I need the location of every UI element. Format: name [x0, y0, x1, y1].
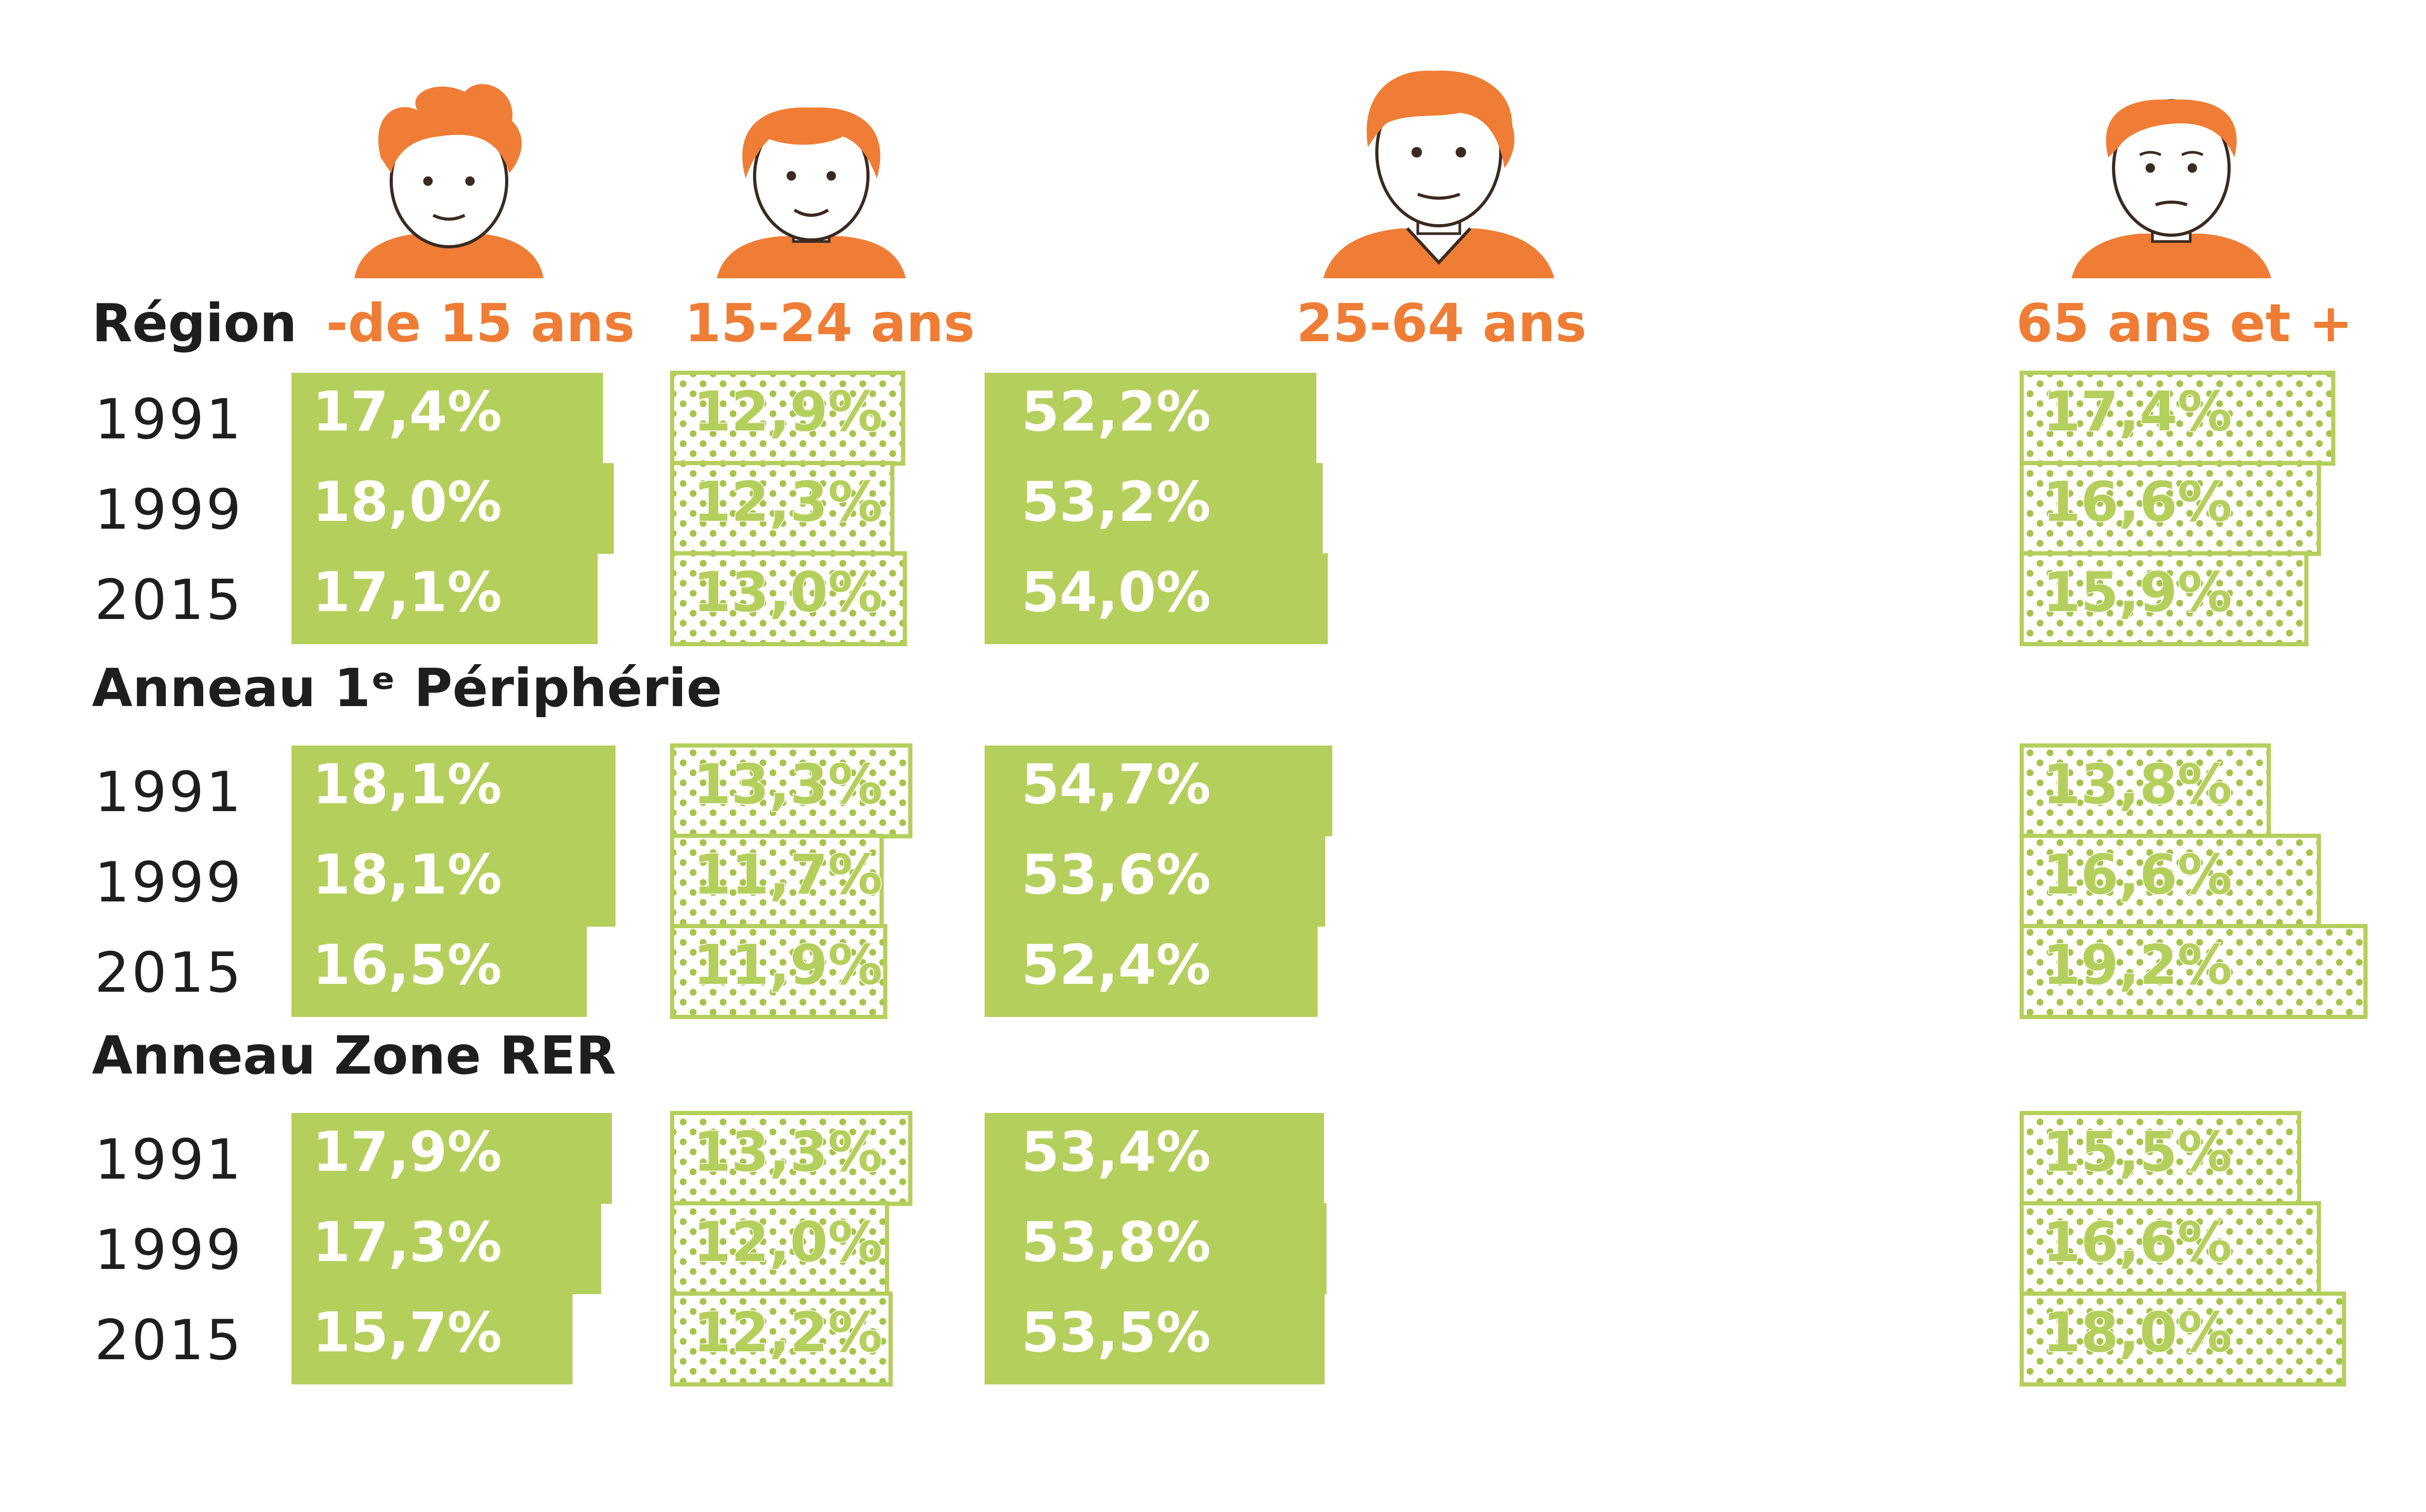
bar-0-1-0 — [291, 463, 614, 554]
year-label: 2015 — [95, 1308, 243, 1372]
bar-value-label: 12,0% — [693, 1210, 883, 1274]
bar-value-label: 12,3% — [693, 470, 883, 534]
group-title: Anneau Zone RER — [92, 1025, 616, 1086]
bar-value-label: 15,7% — [312, 1300, 502, 1364]
bar-value-label: 17,4% — [2043, 380, 2232, 444]
group-title: Région — [92, 292, 297, 354]
bar-0-2-2 — [985, 553, 1328, 644]
bar-1-0-0 — [291, 746, 616, 836]
bar-0-1-2 — [985, 463, 1323, 554]
bar-1-1-3 — [2020, 834, 2322, 929]
year-label: 2015 — [95, 941, 243, 1005]
category-label: 15-24 ans — [685, 292, 975, 354]
bar-value-label: 53,5% — [1021, 1300, 1211, 1364]
year-label: 1999 — [95, 1218, 243, 1282]
bar-value-label: 17,4% — [312, 380, 502, 444]
bar-2-1-3 — [2020, 1201, 2322, 1296]
bar-value-label: 12,9% — [693, 380, 883, 444]
bar-value-label: 53,4% — [1021, 1120, 1211, 1184]
bar-2-2-3 — [2020, 1292, 2346, 1387]
bar-0-2-0 — [291, 553, 598, 644]
bar-1-2-2 — [985, 926, 1318, 1017]
bar-value-label: 52,2% — [1021, 380, 1211, 444]
bar-2-2-1 — [670, 1292, 893, 1387]
child-portrait-icon — [354, 84, 543, 278]
bar-2-0-2 — [985, 1113, 1324, 1204]
bar-0-2-3 — [2020, 551, 2309, 646]
bar-1-1-2 — [985, 836, 1325, 927]
adult-portrait-icon — [1323, 70, 1554, 278]
bar-value-label: 53,2% — [1021, 470, 1211, 534]
bar-value-label: 13,8% — [2043, 752, 2232, 816]
year-label: 1991 — [95, 1128, 243, 1192]
bar-1-2-0 — [291, 926, 587, 1017]
bar-2-0-3 — [2020, 1111, 2302, 1206]
bar-value-label: 16,6% — [2043, 470, 2232, 534]
bar-1-0-2 — [985, 746, 1333, 836]
bar-value-label: 52,4% — [1021, 933, 1211, 997]
bar-value-label: 12,2% — [693, 1300, 883, 1364]
bar-0-0-2 — [985, 373, 1316, 464]
bar-value-label: 53,8% — [1021, 1210, 1211, 1274]
category-label: 65 ans et + — [2016, 292, 2352, 354]
bar-2-0-0 — [291, 1113, 612, 1204]
bar-1-0-1 — [670, 743, 913, 838]
bar-2-2-0 — [291, 1294, 573, 1384]
bar-1-1-0 — [291, 836, 616, 927]
year-label: 2015 — [95, 568, 243, 632]
bar-value-label: 18,0% — [2043, 1300, 2232, 1364]
year-label: 1991 — [95, 387, 243, 452]
bar-1-2-1 — [670, 924, 887, 1019]
bar-value-label: 54,7% — [1021, 752, 1211, 816]
bar-value-label: 11,7% — [693, 843, 883, 907]
bar-value-label: 13,3% — [693, 752, 883, 816]
bar-value-label: 16,6% — [2043, 1210, 2232, 1274]
bar-2-1-2 — [985, 1203, 1327, 1294]
bar-2-1-0 — [291, 1203, 601, 1294]
bar-value-label: 17,9% — [312, 1120, 502, 1184]
bar-0-1-3 — [2020, 461, 2322, 556]
year-label: 1991 — [95, 760, 243, 824]
bar-value-label: 15,5% — [2043, 1120, 2232, 1184]
bar-value-label: 11,9% — [693, 933, 883, 997]
bar-value-label: 18,0% — [312, 470, 502, 534]
bar-0-0-0 — [291, 373, 603, 464]
bar-1-2-3 — [2020, 924, 2368, 1019]
bar-value-label: 18,1% — [312, 843, 502, 907]
bar-0-0-3 — [2020, 371, 2336, 466]
bar-value-label: 54,0% — [1021, 560, 1211, 624]
bar-value-label: 13,3% — [693, 1120, 883, 1184]
bar-value-label: 18,1% — [312, 752, 502, 816]
bar-value-label: 19,2% — [2043, 933, 2232, 997]
bar-1-0-3 — [2020, 743, 2271, 838]
bar-2-2-2 — [985, 1294, 1325, 1384]
bar-value-label: 16,6% — [2043, 843, 2232, 907]
bar-value-label: 13,0% — [693, 560, 883, 624]
bar-1-1-1 — [670, 834, 884, 929]
bar-0-1-1 — [670, 461, 895, 556]
senior-portrait-icon — [2072, 99, 2271, 278]
year-label: 1999 — [95, 478, 243, 542]
bar-value-label: 17,3% — [312, 1210, 502, 1274]
young-adult-portrait-icon — [717, 107, 906, 278]
group-title: Anneau 1ᵉ Périphérie — [92, 657, 722, 719]
bar-value-label: 17,1% — [312, 560, 502, 624]
bar-value-label: 53,6% — [1021, 843, 1211, 907]
bar-0-2-1 — [670, 551, 907, 646]
category-label: -de 15 ans — [326, 292, 635, 354]
category-label: 25-64 ans — [1296, 292, 1587, 354]
bar-value-label: 15,9% — [2043, 560, 2232, 624]
bar-2-0-1 — [670, 1111, 913, 1206]
bar-value-label: 16,5% — [312, 933, 502, 997]
year-label: 1999 — [95, 850, 243, 915]
